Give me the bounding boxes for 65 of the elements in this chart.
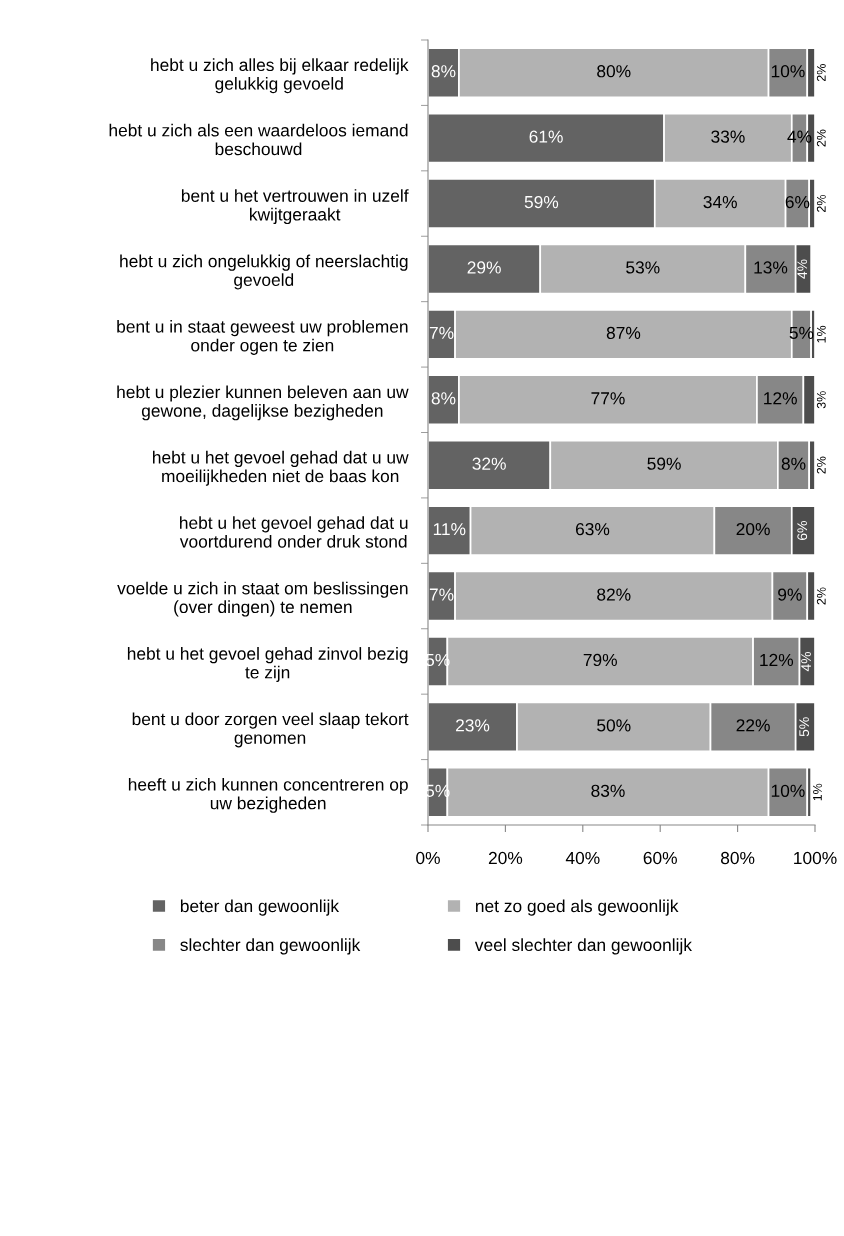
y-tick-label: bent u het vertrouwen in uzelf kwijtgeraakt <box>181 189 409 225</box>
data-label: 2% <box>816 194 826 212</box>
data-label: 10% <box>771 784 805 797</box>
y-tick-label: hebt u het gevoel gehad dat u voortdurend onder druk stond <box>179 516 408 548</box>
y-tick-label: bent u in staat geweest uw problemen onder ogen te zien <box>117 319 408 355</box>
legend-label: slechter dan gewoonlijk <box>180 938 361 955</box>
data-label: 4% <box>801 651 811 672</box>
data-label: 34% <box>703 195 737 209</box>
data-label: 11% <box>433 523 466 536</box>
y-tick-label: hebt u zich alles bij elkaar redelijk gelukkig gevoeld <box>151 58 409 94</box>
data-label: 9% <box>778 588 802 601</box>
data-label: 61% <box>529 130 563 143</box>
data-label: 2% <box>816 129 826 147</box>
data-label: 53% <box>626 261 660 274</box>
x-tick-label: 80% <box>720 851 755 865</box>
data-label: 13% <box>754 261 788 274</box>
y-tick-label: hebt u plezier kunnen beleven aan uw gewone, dagelijkse bezigheden <box>117 385 409 421</box>
data-label: 83% <box>591 784 625 797</box>
y-tick-label: voelde u zich in staat om beslissingen (over dingen) te nemen <box>117 581 408 617</box>
y-tick-label: heeft u zich kunnen concentreren op uw bezigheden <box>128 777 408 813</box>
x-tick-label: 100% <box>794 851 837 865</box>
data-label: 63% <box>575 522 610 536</box>
y-tick-label: hebt u zich als een waardeloos iemand beschouwd <box>109 123 408 156</box>
data-label: 12% <box>760 653 794 667</box>
data-label: 22% <box>736 719 770 732</box>
data-label: 79% <box>583 653 617 667</box>
data-label: 6% <box>797 521 808 540</box>
data-label: 3% <box>816 391 826 409</box>
data-label: 2% <box>816 64 826 82</box>
data-label: 33% <box>711 130 745 143</box>
data-label: 59% <box>524 195 559 209</box>
data-label: 87% <box>606 326 641 340</box>
data-label: 50% <box>597 719 631 732</box>
data-label: 77% <box>591 392 625 405</box>
x-tick-label: 40% <box>565 851 600 865</box>
data-label: 7% <box>429 588 454 601</box>
data-label: 29% <box>467 261 501 274</box>
x-tick-label: 0% <box>416 851 440 865</box>
y-tick-label: hebt u het gevoel gehad dat u uw moeilijkheden niet de baas kon <box>153 450 409 486</box>
legend-label: beter dan gewoonlijk <box>180 899 340 916</box>
data-label: 20% <box>736 522 770 536</box>
data-label: 2% <box>816 587 826 605</box>
data-label: 8% <box>431 392 456 405</box>
data-label: 32% <box>472 457 506 470</box>
data-label: 82% <box>597 588 631 601</box>
legend-label: veel slechter dan gewoonlijk <box>474 938 693 955</box>
data-label: 8% <box>431 65 456 78</box>
data-label: 80% <box>597 65 631 78</box>
data-label: 10% <box>771 65 805 78</box>
data-label: 1% <box>813 783 822 801</box>
y-tick-label: hebt u zich ongelukkig of neerslachtig gevoeld <box>120 254 408 290</box>
data-label: 8% <box>781 457 806 470</box>
data-label: 2% <box>816 456 826 474</box>
x-tick-label: 60% <box>643 851 677 865</box>
y-tick-label: bent u door zorgen veel slaap tekort genomen <box>132 712 409 748</box>
data-label: 23% <box>456 719 490 732</box>
legend-label: net zo goed als gewoonlijk <box>476 899 679 916</box>
y-tick-label: hebt u het gevoel gehad zinvol bezig te zijn <box>127 647 408 682</box>
x-tick-label: 20% <box>488 851 523 865</box>
data-label: 5% <box>799 717 810 737</box>
data-label: 12% <box>764 392 797 405</box>
data-label: 7% <box>429 326 454 339</box>
data-label: 59% <box>647 457 681 470</box>
data-label: 4% <box>797 259 808 279</box>
data-label: 1% <box>816 325 826 343</box>
